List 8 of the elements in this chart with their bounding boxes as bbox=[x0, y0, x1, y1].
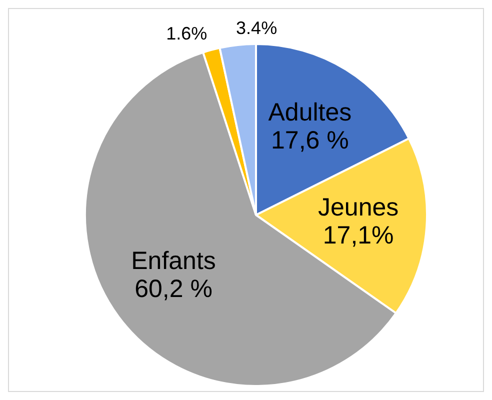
data-label: 60,2 % bbox=[134, 274, 212, 303]
slice-label: Enfants bbox=[131, 246, 216, 275]
slice-label: Adultes bbox=[268, 98, 352, 127]
data-label: 17,1% bbox=[322, 221, 394, 250]
data-label: 1.6% bbox=[166, 23, 208, 44]
data-label: 3.4% bbox=[236, 18, 278, 38]
data-label: 17,6 % bbox=[271, 126, 349, 155]
slice-label: Jeunes bbox=[318, 193, 399, 222]
